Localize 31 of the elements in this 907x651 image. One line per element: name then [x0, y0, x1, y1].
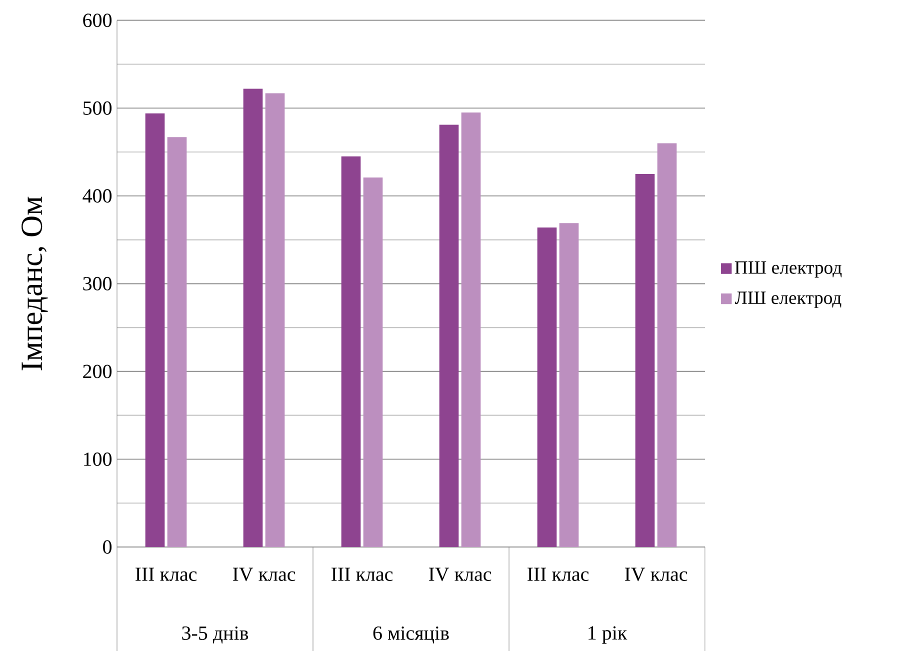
x-tick-label: IV клас [428, 568, 492, 582]
x-tick-label: IV клас [624, 568, 688, 582]
bar [265, 93, 285, 548]
bar [167, 137, 187, 548]
y-tick-label: 100 [84, 452, 112, 466]
text: 3-5 днів [182, 626, 248, 644]
bar [341, 156, 361, 548]
y-tick-label: 0 [103, 540, 112, 554]
x-tick-label: IV клас [232, 568, 296, 582]
y-tick-label: 300 [83, 276, 112, 290]
bar [461, 112, 481, 548]
bar [439, 124, 459, 548]
bar [145, 113, 165, 548]
text: 1 рік [588, 626, 628, 644]
bar [657, 143, 677, 548]
y-tick-label: 500 [83, 101, 112, 115]
x-tick-label: III клас [332, 568, 393, 581]
bar [243, 88, 263, 548]
bar [537, 227, 557, 548]
bar [559, 223, 579, 548]
y-tick-label: 600 [83, 14, 112, 28]
text: 6 місяців [373, 626, 449, 644]
y-axis-title: Імпеданс, Ом [22, 196, 48, 370]
y-tick-label: 200 [83, 364, 112, 378]
y-tick-label: 400 [82, 189, 112, 203]
x-tick-label: III клас [528, 568, 589, 581]
legend-label: ЛШ електрод [734, 292, 842, 308]
bar [363, 177, 383, 548]
legend-label: ПШ електрод [734, 261, 842, 278]
x-tick-label: III клас [136, 568, 197, 581]
bar [635, 174, 655, 548]
